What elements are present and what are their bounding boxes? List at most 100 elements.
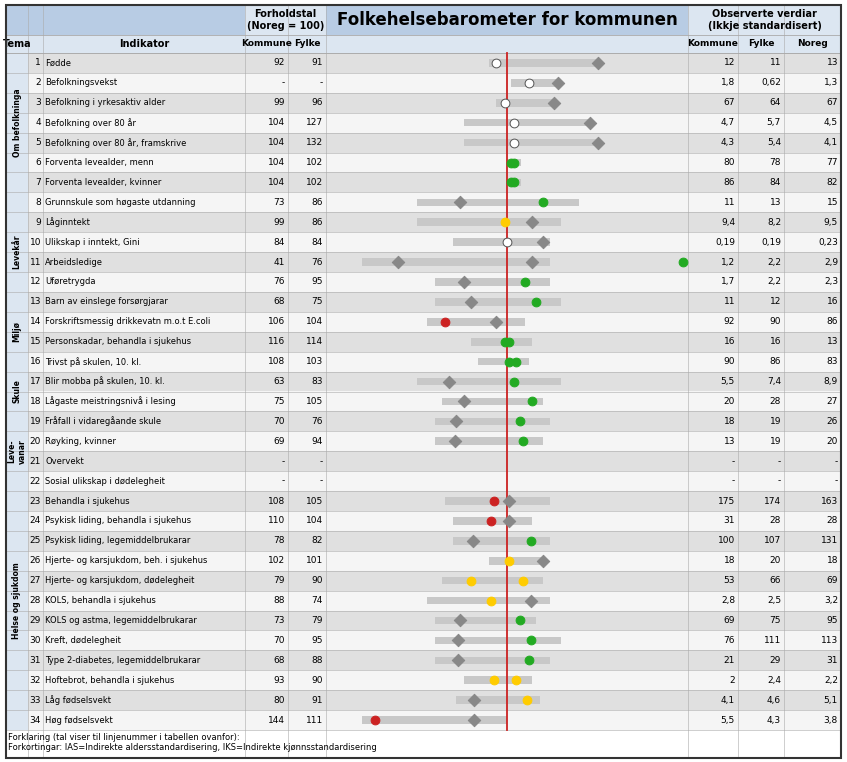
- Text: 9,5: 9,5: [824, 218, 838, 227]
- Point: [490, 315, 503, 328]
- Bar: [428, 597, 551, 604]
- Text: Forskriftsmessig drikkevatn m.o.t E.coli: Forskriftsmessig drikkevatn m.o.t E.coli: [45, 317, 210, 326]
- Text: Tema: Tema: [3, 39, 31, 49]
- Bar: [6, 491, 841, 511]
- Text: Fylke: Fylke: [294, 40, 320, 49]
- Text: 5,5: 5,5: [721, 716, 735, 725]
- Text: 102: 102: [268, 556, 285, 565]
- Bar: [6, 591, 841, 610]
- Point: [468, 714, 481, 726]
- Text: Trivst på skulen, 10. kl.: Trivst på skulen, 10. kl.: [45, 357, 141, 367]
- Text: 84: 84: [312, 238, 323, 247]
- Text: 102: 102: [306, 158, 323, 167]
- Text: Behandla i sjukehus: Behandla i sjukehus: [45, 497, 130, 505]
- Text: -: -: [732, 456, 735, 466]
- Text: Helse og sjukdom: Helse og sjukdom: [13, 562, 21, 639]
- Text: 6: 6: [36, 158, 41, 167]
- Text: 105: 105: [306, 397, 323, 406]
- Bar: [6, 232, 841, 252]
- Bar: [6, 671, 841, 690]
- Point: [391, 256, 405, 268]
- Point: [509, 356, 523, 368]
- Text: 100: 100: [717, 536, 735, 546]
- Bar: [6, 35, 841, 53]
- Text: 1: 1: [36, 59, 41, 68]
- Text: 175: 175: [717, 497, 735, 505]
- Point: [466, 535, 479, 547]
- Point: [498, 97, 512, 109]
- Bar: [6, 630, 841, 650]
- Text: 16: 16: [30, 357, 41, 366]
- Text: 104: 104: [268, 158, 285, 167]
- Text: Type 2-diabetes, legemiddelbrukarar: Type 2-diabetes, legemiddelbrukarar: [45, 656, 200, 664]
- Bar: [6, 531, 841, 551]
- Point: [488, 495, 501, 507]
- Text: 101: 101: [306, 556, 323, 565]
- Text: 19: 19: [30, 417, 41, 426]
- Text: 64: 64: [770, 98, 781, 107]
- Text: 132: 132: [306, 138, 323, 147]
- Text: 4: 4: [36, 118, 41, 127]
- Text: 131: 131: [821, 536, 838, 546]
- Text: 82: 82: [827, 178, 838, 187]
- Text: 15: 15: [30, 338, 41, 346]
- Text: Psykisk liding, legemiddelbrukarar: Psykisk liding, legemiddelbrukarar: [45, 536, 191, 546]
- Text: 33: 33: [30, 696, 41, 705]
- Bar: [507, 178, 522, 186]
- Text: 3,2: 3,2: [824, 596, 838, 605]
- Text: 174: 174: [764, 497, 781, 505]
- Point: [676, 256, 689, 268]
- Text: 12: 12: [723, 59, 735, 68]
- Text: 11: 11: [723, 198, 735, 207]
- Text: 12: 12: [30, 277, 41, 287]
- Text: 19: 19: [770, 417, 781, 426]
- Point: [464, 575, 478, 587]
- Text: 3,8: 3,8: [824, 716, 838, 725]
- Point: [490, 57, 503, 69]
- Text: 2,4: 2,4: [767, 676, 781, 685]
- Bar: [417, 219, 562, 226]
- Text: Fråfall i vidaregåande skule: Fråfall i vidaregåande skule: [45, 416, 161, 426]
- Text: 84: 84: [274, 238, 285, 247]
- Bar: [6, 431, 841, 451]
- Text: 5: 5: [36, 138, 41, 147]
- Bar: [478, 358, 529, 366]
- Text: 17: 17: [30, 377, 41, 386]
- Point: [442, 376, 456, 388]
- Text: 75: 75: [312, 297, 323, 306]
- Point: [522, 655, 535, 667]
- Bar: [435, 657, 551, 664]
- Text: 111: 111: [764, 636, 781, 645]
- Point: [498, 335, 512, 347]
- Point: [523, 535, 537, 547]
- Text: 2,2: 2,2: [824, 676, 838, 685]
- Text: 127: 127: [306, 118, 323, 127]
- Bar: [6, 551, 841, 571]
- Text: Psykisk liding, behandla i sjukehus: Psykisk liding, behandla i sjukehus: [45, 517, 191, 526]
- Point: [502, 356, 516, 368]
- Text: 107: 107: [764, 536, 781, 546]
- Text: 26: 26: [827, 417, 838, 426]
- Bar: [463, 139, 597, 146]
- Text: 95: 95: [312, 277, 323, 287]
- Bar: [6, 152, 841, 172]
- Text: 22: 22: [30, 476, 41, 485]
- Text: Hjerte- og karsjukdom, dødelegheit: Hjerte- og karsjukdom, dødelegheit: [45, 576, 194, 585]
- Text: Skule: Skule: [13, 379, 21, 403]
- Point: [451, 634, 465, 646]
- Text: 114: 114: [306, 338, 323, 346]
- Text: KOLS og astma, legemiddelbrukarar: KOLS og astma, legemiddelbrukarar: [45, 616, 197, 625]
- Text: 84: 84: [770, 178, 781, 187]
- Point: [584, 117, 597, 129]
- Bar: [6, 650, 841, 671]
- Text: 16: 16: [827, 297, 838, 306]
- Text: 1,7: 1,7: [721, 277, 735, 287]
- Text: 32: 32: [30, 676, 41, 685]
- Point: [502, 495, 516, 507]
- Text: 16: 16: [770, 338, 781, 346]
- Text: Låginntekt: Låginntekt: [45, 217, 90, 227]
- Bar: [428, 318, 525, 325]
- Bar: [442, 398, 543, 405]
- Point: [551, 77, 564, 89]
- Text: 104: 104: [268, 178, 285, 187]
